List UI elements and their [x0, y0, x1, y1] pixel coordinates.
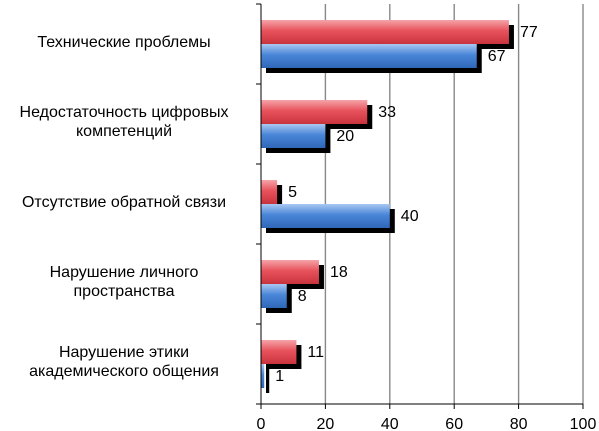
y-category-label-line: Нарушение личного [49, 264, 199, 281]
data-label: 67 [488, 48, 506, 65]
y-category-label: Технические проблемы [0, 33, 249, 52]
data-label: 40 [401, 208, 419, 225]
bar-shadow [266, 369, 270, 393]
x-tick-label: 80 [510, 416, 528, 431]
bar-blue [261, 204, 390, 228]
y-category-label-line: Технические проблемы [37, 33, 211, 51]
x-tick-label: 0 [257, 416, 266, 431]
y-category-label: Нарушение личного пространства [0, 263, 249, 301]
bar-blue [261, 284, 287, 308]
x-tick-label: 100 [570, 416, 597, 431]
bar-red [261, 260, 319, 284]
bar-blue [261, 364, 265, 388]
bar-red [261, 20, 509, 44]
data-label: 33 [378, 104, 396, 121]
data-label: 18 [330, 264, 348, 281]
y-category-label: Недостаточность цифровых компетенций [0, 103, 249, 141]
y-category-label: Нарушение этики академического общения [0, 343, 249, 381]
y-category-label-line: Нарушение этики [58, 344, 190, 361]
x-tick-label: 20 [317, 416, 335, 431]
y-category-label-line: Недостаточность цифровых [19, 104, 229, 121]
data-label: 1 [275, 368, 284, 385]
data-label: 20 [336, 128, 354, 145]
bar-blue [261, 124, 326, 148]
data-label: 5 [288, 184, 297, 201]
y-category-label-line: пространства [73, 283, 175, 300]
bar-red [261, 340, 297, 364]
bar-blue [261, 44, 477, 68]
axes: 0 20 40 60 80 100 [256, 3, 597, 431]
y-category-label-line: академического общения [29, 363, 219, 380]
data-label: 11 [307, 344, 324, 361]
x-tick-label: 40 [381, 416, 399, 431]
x-tick-label: 60 [445, 416, 463, 431]
data-label: 8 [298, 288, 307, 305]
bar-red [261, 100, 368, 124]
y-category-label-line: компетенций [75, 123, 173, 140]
bars [261, 20, 514, 393]
data-label: 77 [520, 24, 538, 41]
y-category-label: Отсутствие обратной связи [0, 193, 249, 212]
y-category-label-line: Отсутствие обратной связи [21, 193, 227, 211]
bar-red [261, 180, 278, 204]
